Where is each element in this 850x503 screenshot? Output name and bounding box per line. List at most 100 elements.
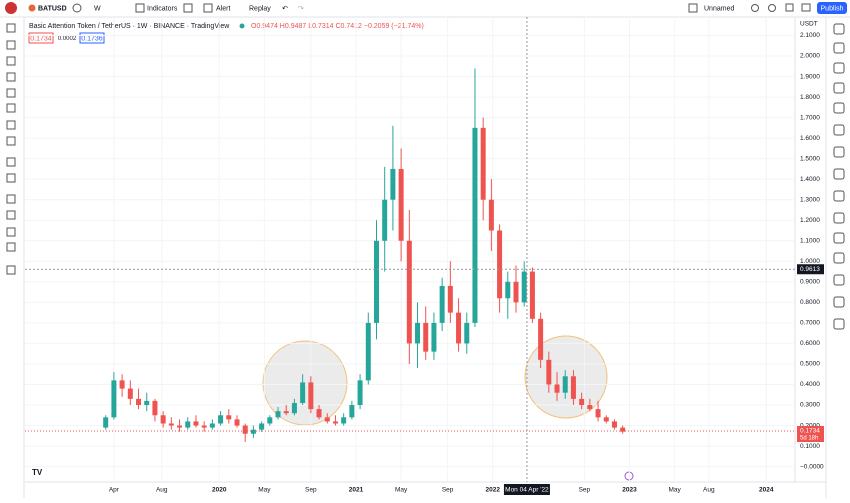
publish-button[interactable] — [817, 2, 847, 14]
candle-body — [554, 384, 560, 393]
tool-icon[interactable] — [6, 40, 16, 50]
y-tick-label: 0.2000 — [800, 422, 820, 429]
candle-body — [144, 400, 150, 406]
candle-body — [152, 400, 158, 416]
event-icon[interactable] — [624, 471, 634, 481]
tool-icon[interactable] — [6, 136, 16, 146]
candle-body — [373, 240, 379, 323]
tool-icon[interactable] — [6, 242, 16, 252]
legend-ohlc: O0.9474 H0.9487 L0.7314 C0.7412 −0.2059 … — [251, 23, 424, 30]
candle-body — [177, 425, 183, 428]
x-tick-label: May — [395, 487, 408, 494]
redo[interactable]: ↷ — [298, 5, 304, 12]
candle-body — [103, 417, 109, 428]
y-tick-label: 1.1000 — [800, 237, 820, 244]
sidebar-icon[interactable] — [833, 102, 845, 114]
tool-icon[interactable] — [6, 56, 16, 66]
avatar[interactable] — [5, 2, 17, 14]
crosshair-x-box — [503, 484, 550, 495]
tool-icon[interactable] — [6, 194, 16, 204]
sidebar-icon[interactable] — [833, 252, 845, 264]
tool-icon[interactable] — [6, 173, 16, 183]
candle-body — [620, 427, 626, 432]
sidebar-icon[interactable] — [833, 274, 845, 286]
crosshair-x-label: Mon 04 Apr '22 — [505, 487, 549, 494]
candle-body — [316, 409, 322, 418]
candle-body — [382, 199, 388, 241]
sidebar-icon[interactable] — [833, 42, 845, 54]
sidebar-icon[interactable] — [833, 168, 845, 180]
y-tick-label: 0.8000 — [800, 299, 820, 306]
bid-box[interactable] — [28, 32, 54, 44]
candle-body — [423, 322, 429, 352]
candle-body — [447, 285, 453, 313]
y-tick-label: −0.0000 — [800, 463, 824, 470]
y-tick-label: 1.6000 — [800, 135, 820, 142]
candle-body — [398, 168, 404, 241]
candle-body — [324, 417, 330, 422]
layouts-icon[interactable] — [183, 3, 193, 13]
candle-body — [365, 322, 371, 381]
candle-body — [603, 417, 609, 422]
x-tick-label: Sep — [305, 487, 317, 494]
alert[interactable]: Alert — [216, 5, 230, 12]
y-tick-label: 1.2000 — [800, 217, 820, 224]
add-symbol[interactable] — [72, 3, 82, 13]
candle-body — [234, 419, 240, 426]
candle-body — [160, 415, 166, 424]
tool-icon[interactable] — [6, 88, 16, 98]
tool-icon[interactable] — [6, 157, 16, 167]
candle-body — [291, 402, 297, 414]
symbol[interactable]: BATUSD — [38, 5, 67, 12]
candle-body — [505, 281, 511, 299]
candle-body — [497, 230, 503, 299]
sidebar-icon[interactable] — [833, 124, 845, 136]
candle-body — [341, 417, 347, 424]
sidebar-icon[interactable] — [833, 190, 845, 202]
candle-body — [464, 322, 470, 344]
sidebar-icon[interactable] — [833, 296, 845, 308]
interval[interactable]: W — [94, 5, 101, 12]
candle-body — [111, 380, 117, 418]
x-tick-label: 2020 — [212, 487, 227, 494]
crosshair-y-label: 0.9613 — [800, 266, 820, 273]
indicators[interactable]: Indicators — [147, 5, 178, 12]
settings[interactable] — [768, 4, 776, 12]
y-tick-label: 1.9000 — [800, 73, 820, 80]
y-tick-label: 0.3000 — [800, 402, 820, 409]
replay[interactable]: Replay — [249, 5, 271, 12]
candle-body — [587, 405, 593, 410]
x-tick-label: Sep — [579, 487, 591, 494]
tool-icon[interactable] — [6, 103, 16, 113]
ask-box[interactable] — [79, 32, 105, 44]
publish[interactable]: Publish — [821, 5, 844, 12]
sidebar-icon[interactable] — [833, 146, 845, 158]
countdown: 5d 18h — [800, 436, 818, 442]
tool-icon[interactable] — [6, 120, 16, 130]
search[interactable] — [751, 4, 759, 12]
candle-body — [209, 423, 215, 428]
legend-title: Basic Attention Token / TetherUS · 1W · … — [29, 23, 230, 30]
layout-name[interactable]: Unnamed — [704, 5, 734, 12]
sidebar-icon[interactable] — [833, 318, 845, 330]
plot — [25, 17, 795, 482]
sidebar-icon[interactable] — [833, 62, 845, 74]
sidebar-icon[interactable] — [833, 82, 845, 94]
y-tick-label: 0.9000 — [800, 279, 820, 286]
tool-icon[interactable] — [6, 23, 16, 33]
tool-icon[interactable] — [6, 72, 16, 82]
sidebar-icon[interactable] — [833, 212, 845, 224]
sidebar-icon[interactable] — [833, 23, 845, 35]
candle-body — [488, 199, 494, 231]
tool-icon[interactable] — [6, 265, 16, 275]
candle-body — [201, 425, 207, 428]
candle-body — [390, 168, 396, 200]
sidebar-icon[interactable] — [833, 232, 845, 244]
undo[interactable]: ↶ — [282, 5, 288, 12]
tool-icon[interactable] — [6, 210, 16, 220]
candle-body — [267, 417, 273, 424]
snapshot[interactable] — [801, 3, 811, 12]
tool-icon[interactable] — [6, 227, 16, 237]
fullscreen[interactable] — [785, 3, 794, 12]
